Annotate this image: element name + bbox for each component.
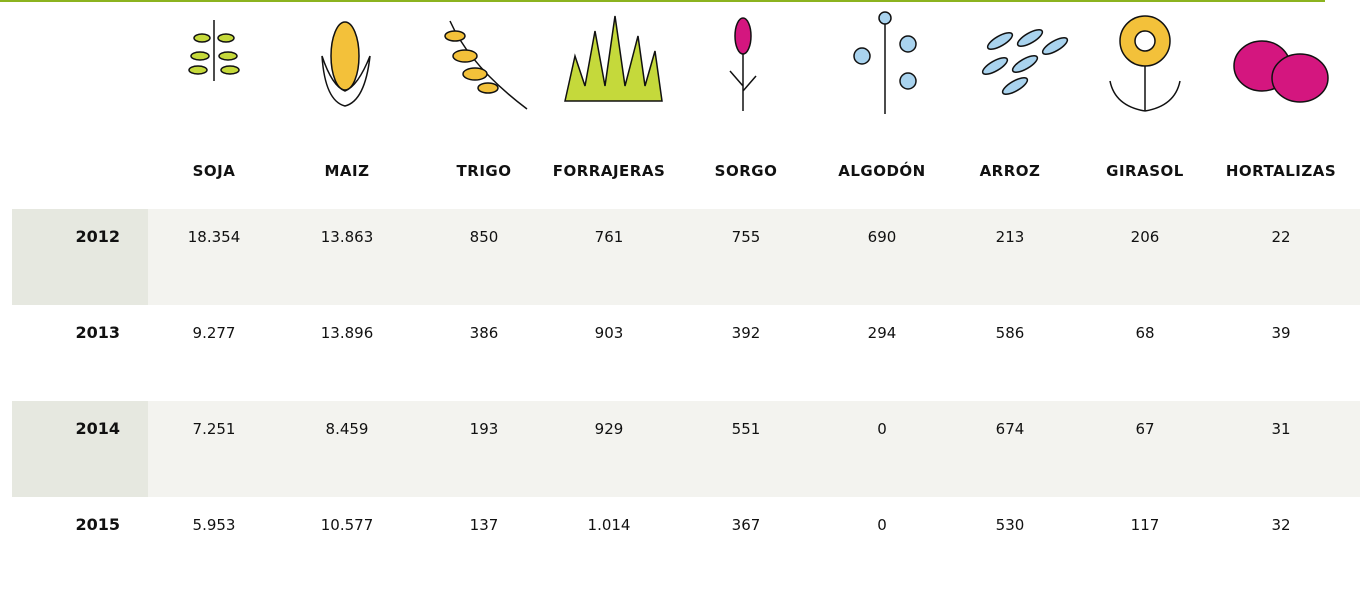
row-band (12, 401, 1360, 497)
cell-value: 5.953 (192, 516, 236, 534)
column-header: ALGODÓN (838, 162, 926, 180)
cell-value: 8.459 (325, 420, 369, 438)
cell-value: 367 (731, 516, 761, 534)
column-header: FORRAJERAS (552, 162, 666, 180)
column-header: ARROZ (979, 162, 1041, 180)
cell-value: 586 (995, 324, 1025, 342)
maiz-icon (321, 21, 371, 107)
cell-value: 0 (877, 420, 887, 438)
cell-value: 13.863 (320, 228, 374, 246)
cell-value: 9.277 (192, 324, 236, 342)
algodon-icon (853, 11, 917, 114)
hortalizas-icon (1233, 40, 1329, 103)
cell-value: 674 (995, 420, 1025, 438)
row-band (12, 497, 1360, 593)
arroz-icon (981, 29, 1069, 95)
cell-value: 10.577 (320, 516, 374, 534)
cell-value: 117 (1130, 516, 1160, 534)
top-rule (0, 0, 1325, 2)
cell-value: 206 (1130, 228, 1160, 246)
cell-value: 903 (594, 324, 624, 342)
cell-value: 22 (1271, 228, 1291, 246)
cell-value: 13.896 (320, 324, 374, 342)
year-cell (12, 401, 148, 497)
cell-value: 31 (1271, 420, 1291, 438)
cell-value: 1.014 (587, 516, 631, 534)
row-year: 2014 (75, 419, 120, 438)
cell-value: 530 (995, 516, 1025, 534)
sorgo-icon (729, 17, 757, 111)
cell-value: 0 (877, 516, 887, 534)
column-header: SORGO (714, 162, 778, 180)
column-header: SOJA (192, 162, 236, 180)
cell-value: 18.354 (187, 228, 241, 246)
cell-value: 67 (1135, 420, 1155, 438)
column-header: MAIZ (324, 162, 370, 180)
cell-value: 68 (1135, 324, 1155, 342)
column-header: TRIGO (456, 162, 512, 180)
cell-value: 392 (731, 324, 761, 342)
cell-value: 761 (594, 228, 624, 246)
soja-icon (188, 20, 240, 81)
year-cell (12, 497, 148, 593)
row-band (12, 305, 1360, 401)
row-year: 2012 (75, 227, 120, 246)
column-header: GIRASOL (1106, 162, 1184, 180)
cell-value: 386 (469, 324, 499, 342)
forrajeras-icon (564, 15, 663, 102)
cell-value: 755 (731, 228, 761, 246)
cell-value: 213 (995, 228, 1025, 246)
row-band (12, 209, 1360, 305)
year-cell (12, 209, 148, 305)
cell-value: 137 (469, 516, 499, 534)
row-year: 2013 (75, 323, 120, 342)
year-cell (12, 305, 148, 401)
cell-value: 32 (1271, 516, 1291, 534)
cell-value: 850 (469, 228, 499, 246)
trigo-icon (444, 20, 528, 110)
cell-value: 929 (594, 420, 624, 438)
cell-value: 294 (867, 324, 897, 342)
row-year: 2015 (75, 515, 120, 534)
cell-value: 690 (867, 228, 897, 246)
crop-icons (188, 11, 1329, 114)
column-header: HORTALIZAS (1225, 162, 1337, 180)
cell-value: 7.251 (192, 420, 236, 438)
cell-value: 193 (469, 420, 499, 438)
girasol-icon (1109, 15, 1181, 112)
cell-value: 551 (731, 420, 761, 438)
cell-value: 39 (1271, 324, 1291, 342)
